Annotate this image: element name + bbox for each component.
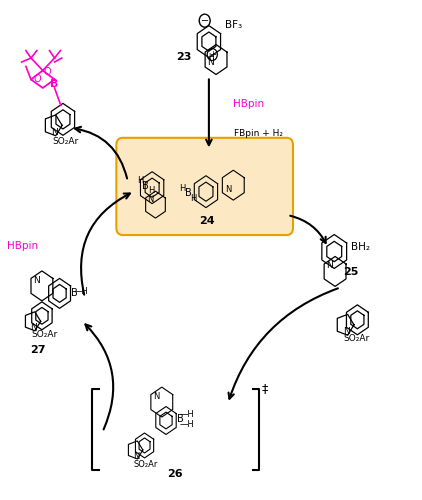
Text: SO₂Ar: SO₂Ar: [32, 330, 58, 340]
Text: SO₂Ar: SO₂Ar: [134, 460, 158, 469]
Text: 25: 25: [344, 268, 359, 278]
Text: N: N: [343, 327, 350, 336]
Text: B: B: [177, 414, 184, 424]
Text: N: N: [154, 392, 160, 401]
Text: −: −: [200, 16, 209, 26]
FancyBboxPatch shape: [116, 138, 293, 235]
Text: N: N: [208, 58, 214, 67]
Text: N: N: [225, 185, 232, 194]
Text: N: N: [326, 261, 333, 270]
Text: B: B: [50, 80, 59, 90]
Text: N: N: [133, 452, 140, 461]
Text: H: H: [148, 186, 154, 195]
Text: 23: 23: [176, 52, 191, 62]
Text: O: O: [43, 67, 51, 77]
Text: H: H: [208, 53, 214, 62]
Text: N: N: [33, 276, 40, 285]
Text: HBpin: HBpin: [233, 99, 265, 109]
Text: ‡: ‡: [262, 382, 268, 395]
Text: 26: 26: [168, 470, 183, 480]
Text: B: B: [70, 288, 77, 298]
Text: B: B: [185, 188, 192, 198]
Text: SO₂Ar: SO₂Ar: [343, 334, 369, 344]
Text: —H: —H: [74, 288, 89, 296]
Text: SO₂Ar: SO₂Ar: [53, 137, 79, 146]
Text: +: +: [209, 50, 216, 59]
Text: H: H: [190, 194, 197, 202]
Text: BH₂: BH₂: [351, 242, 370, 252]
Text: BF₃: BF₃: [225, 20, 242, 30]
Text: N: N: [30, 324, 37, 332]
Text: H: H: [179, 184, 186, 192]
Text: O: O: [33, 74, 41, 84]
Text: 27: 27: [30, 344, 46, 354]
Text: —H: —H: [180, 420, 195, 429]
Text: HBpin: HBpin: [7, 241, 38, 251]
Text: B: B: [143, 180, 149, 190]
Text: —H: —H: [180, 410, 195, 419]
Text: N: N: [147, 195, 153, 204]
Text: 24: 24: [199, 216, 215, 226]
Text: H: H: [137, 176, 143, 185]
Text: N: N: [51, 128, 58, 137]
Text: FBpin + H₂: FBpin + H₂: [234, 130, 283, 138]
